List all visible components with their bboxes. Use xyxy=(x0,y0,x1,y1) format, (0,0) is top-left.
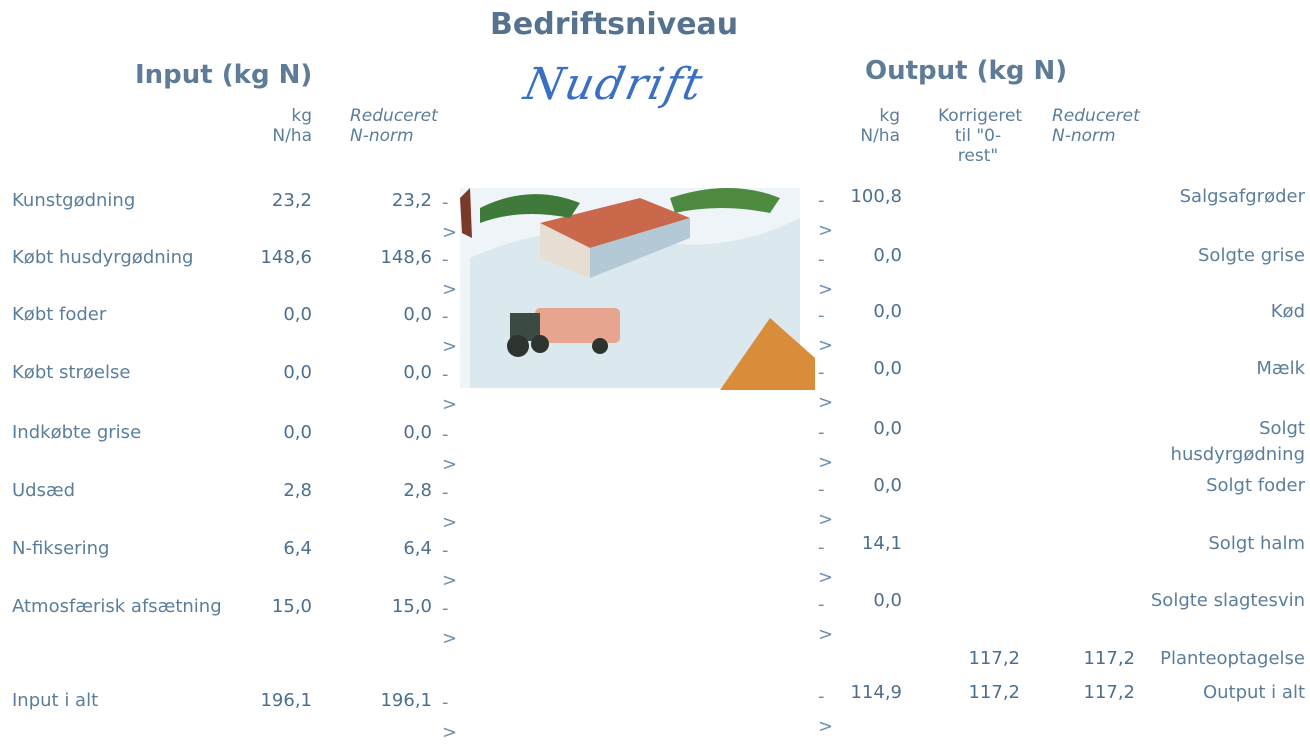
value: 15,0 xyxy=(232,594,312,620)
row-label: Udsæd xyxy=(12,478,242,504)
arrow: -> xyxy=(818,475,830,535)
arrow: -> xyxy=(818,533,830,593)
value: 15,0 xyxy=(340,594,432,620)
value: 114,9 xyxy=(820,680,902,706)
row-label: Købt strøelse xyxy=(12,360,242,386)
arrow: -> xyxy=(818,682,830,742)
value: 0,0 xyxy=(820,588,902,614)
value: 117,2 xyxy=(1045,680,1135,706)
subtitle: Nudrift xyxy=(522,72,706,98)
value: 0,0 xyxy=(232,420,312,446)
row-label: Salgsafgrøder xyxy=(1145,184,1305,210)
col-header: Reduceret N-norm xyxy=(350,106,440,146)
input-heading: Input (kg N) xyxy=(135,62,312,88)
value: 117,2 xyxy=(930,646,1020,672)
row-label: Købt husdyrgødning xyxy=(12,245,242,271)
arrow: -> xyxy=(442,594,454,654)
col-header: kg N/ha xyxy=(250,106,312,146)
title: Bedriftsniveau xyxy=(490,12,738,38)
value: 0,0 xyxy=(820,356,902,382)
row-label: Input i alt xyxy=(12,688,242,714)
arrow: -> xyxy=(818,301,830,361)
value: 100,8 xyxy=(820,184,902,210)
value: 0,0 xyxy=(820,473,902,499)
farm-illustration xyxy=(440,178,815,390)
value: 23,2 xyxy=(232,188,312,214)
value: 148,6 xyxy=(340,245,432,271)
arrow: -> xyxy=(442,360,454,420)
arrow: -> xyxy=(818,186,830,246)
row-label: Output i alt xyxy=(1135,680,1305,706)
row-label: Atmosfærisk afsætning xyxy=(12,594,242,620)
row-label: Solgte grise xyxy=(1145,243,1305,269)
output-heading: Output (kg N) xyxy=(865,58,1067,84)
row-label: Solgt foder xyxy=(1145,473,1305,499)
page: Bedriftsniveau Nudrift Input (kg N) Outp… xyxy=(0,0,1310,730)
arrow: -> xyxy=(442,478,454,538)
row-label: Solgte slagtesvin xyxy=(1145,588,1305,614)
value: 0,0 xyxy=(232,360,312,386)
value: 2,8 xyxy=(232,478,312,504)
arrow: -> xyxy=(442,420,454,480)
value: 117,2 xyxy=(930,680,1020,706)
value: 2,8 xyxy=(340,478,432,504)
value: 0,0 xyxy=(340,360,432,386)
row-label: N-fiksering xyxy=(12,536,242,562)
value: 0,0 xyxy=(232,302,312,328)
arrow: -> xyxy=(818,590,830,650)
value: 6,4 xyxy=(340,536,432,562)
value: 0,0 xyxy=(820,299,902,325)
col-header: kg N/ha xyxy=(838,106,900,146)
value: 0,0 xyxy=(340,420,432,446)
value: 196,1 xyxy=(340,688,432,714)
col-header: Korrigeret til "0-rest" xyxy=(938,106,1018,166)
col-header: Reduceret N-norm xyxy=(1052,106,1142,146)
row-label: Solgt husdyrgødning xyxy=(1145,416,1305,468)
row-label: Mælk xyxy=(1145,356,1305,382)
arrow: -> xyxy=(442,536,454,596)
value: 23,2 xyxy=(340,188,432,214)
row-label: Indkøbte grise xyxy=(12,420,242,446)
row-label: Købt foder xyxy=(12,302,242,328)
arrow: -> xyxy=(818,418,830,478)
arrow: -> xyxy=(818,245,830,305)
value: 117,2 xyxy=(1045,646,1135,672)
arrow: -> xyxy=(818,358,830,418)
value: 0,0 xyxy=(820,416,902,442)
row-label: Solgt halm xyxy=(1145,531,1305,557)
value: 148,6 xyxy=(232,245,312,271)
value: 0,0 xyxy=(820,243,902,269)
row-label: Planteoptagelse xyxy=(1135,646,1305,672)
value: 6,4 xyxy=(232,536,312,562)
row-label: Kød xyxy=(1145,299,1305,325)
arrow: -> xyxy=(442,302,454,362)
value: 14,1 xyxy=(820,531,902,557)
row-label: Kunstgødning xyxy=(12,188,242,214)
arrow: -> xyxy=(442,188,454,248)
arrow: -> xyxy=(442,688,454,748)
arrow: -> xyxy=(442,245,454,305)
value: 0,0 xyxy=(340,302,432,328)
value: 196,1 xyxy=(232,688,312,714)
